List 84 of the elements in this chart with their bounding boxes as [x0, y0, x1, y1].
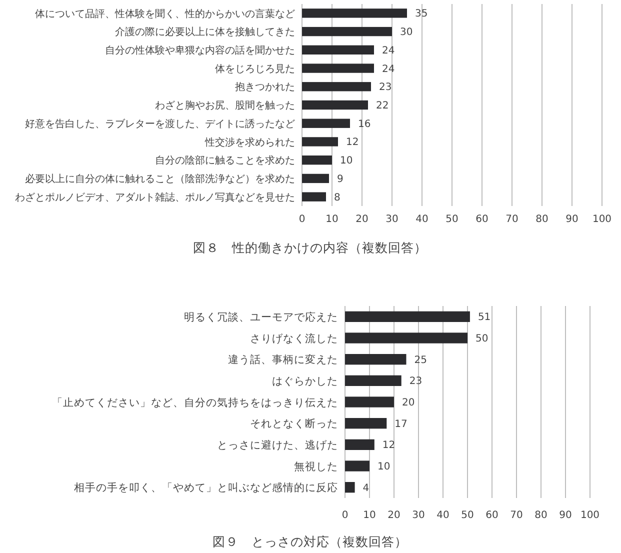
data-label: 10	[378, 462, 390, 472]
bar	[345, 332, 468, 344]
y-tick-label: 自分の性体験や卑猥な内容の話を聞かせた	[105, 44, 295, 57]
data-label: 17	[394, 418, 408, 430]
data-label: 35	[415, 8, 428, 20]
data-label: 20	[402, 398, 415, 408]
bar	[302, 100, 368, 110]
x-tick-label: 10	[363, 510, 376, 521]
data-label: 23	[409, 376, 422, 388]
bar	[345, 375, 402, 386]
bar	[345, 482, 355, 493]
y-tick-label: さりげなく流した	[250, 332, 338, 345]
x-tick-label: 100	[580, 510, 600, 521]
x-tick-label: 10	[326, 214, 338, 225]
bar	[345, 354, 406, 365]
bar	[302, 174, 329, 184]
text: 図８ 性的働きかけの内容（複数回答）	[193, 240, 427, 255]
x-tick-label: 90	[566, 214, 578, 225]
data-label: 22	[376, 100, 389, 112]
y-tick-label: わざとポルノビデオ、アダルト雑誌、ポルノ写真などを見せた	[15, 191, 295, 204]
y-tick-label: それとなく断った	[250, 417, 338, 430]
data-label: 4	[362, 482, 370, 494]
bar	[302, 137, 338, 146]
data-label: 50	[476, 334, 488, 344]
bar	[302, 118, 350, 128]
bar	[345, 460, 370, 472]
x-tick-label: 30	[412, 510, 425, 521]
x-tick-label: 0	[342, 510, 348, 521]
bar	[345, 311, 470, 322]
data-label: 8	[334, 192, 340, 204]
x-tick-label: 20	[388, 510, 400, 521]
data-label: 12	[346, 137, 359, 148]
data-label: 9	[337, 174, 344, 185]
data-label: 12	[382, 440, 396, 452]
x-tick-label: 70	[506, 214, 518, 225]
y-tick-label: はぐらかした	[272, 375, 338, 388]
bar	[302, 45, 374, 54]
y-tick-label: わざと胸やお尻、股間を触った	[155, 100, 295, 112]
x-tick-label: 50	[446, 214, 458, 225]
x-tick-label: 60	[486, 510, 498, 521]
x-tick-label: 50	[461, 510, 474, 521]
data-label: 24	[382, 64, 395, 75]
y-tick-label: 無視した	[294, 460, 338, 473]
x-tick-label: 30	[386, 214, 398, 225]
x-tick-label: 80	[534, 510, 548, 521]
data-label: 25	[414, 354, 427, 366]
y-tick-label: 抱きつかれた	[235, 81, 295, 94]
data-label: 16	[358, 118, 371, 130]
y-tick-label: 自分の陰部に触ることを求めた	[155, 154, 295, 167]
bar	[345, 439, 374, 450]
y-tick-label: 明るく冗談、ユーモアで応えた	[184, 310, 338, 324]
y-tick-label: 性交渉を求められた	[204, 136, 295, 148]
data-label: 30	[400, 27, 413, 38]
x-tick-label: 80	[536, 214, 548, 225]
y-tick-label: 必要以上に自分の体に触れること（陰部洗浄など）を求めた	[25, 173, 295, 186]
y-tick-label: 好意を告白した、ラブレターを渡した、デイトに誘ったなど	[25, 118, 295, 130]
bar	[345, 418, 387, 429]
bar	[302, 192, 326, 202]
y-tick-label: 「止めてください」など、自分の気持ちをはっきり伝えた	[52, 396, 338, 409]
bar	[302, 64, 374, 73]
x-tick-label: 20	[356, 214, 368, 225]
x-tick-label: 0	[298, 214, 306, 225]
data-label: 23	[379, 82, 392, 94]
y-tick-label: 体について品評、性体験を聞く、性的からかいの言葉など	[35, 8, 295, 20]
x-tick-label: 100	[592, 214, 612, 225]
bar	[302, 26, 392, 36]
y-tick-label: 体をじろじろ見た	[215, 62, 295, 75]
x-tick-label: 70	[510, 510, 523, 521]
x-tick-label: 40	[436, 510, 450, 521]
y-tick-label: 相手の手を叩く、「やめて」と叫ぶなど感情的に反応	[74, 481, 338, 494]
data-label: 51	[478, 312, 491, 324]
x-tick-label: 90	[559, 510, 572, 521]
data-label: 10	[340, 156, 353, 167]
bar	[345, 396, 394, 408]
bar	[302, 156, 332, 165]
text: 図９ とっさの対応（複数回答）	[212, 534, 408, 549]
data-label: 24	[382, 45, 395, 56]
y-tick-label: とっさに避けた、逃げた	[217, 438, 338, 452]
y-tick-label: 違う話、事柄に変えた	[228, 353, 338, 366]
bar	[302, 8, 407, 18]
y-tick-label: 介護の際に必要以上に体を接触してきた	[115, 26, 295, 38]
x-tick-label: 60	[476, 214, 488, 225]
bar	[302, 82, 371, 92]
x-tick-label: 40	[416, 214, 428, 225]
